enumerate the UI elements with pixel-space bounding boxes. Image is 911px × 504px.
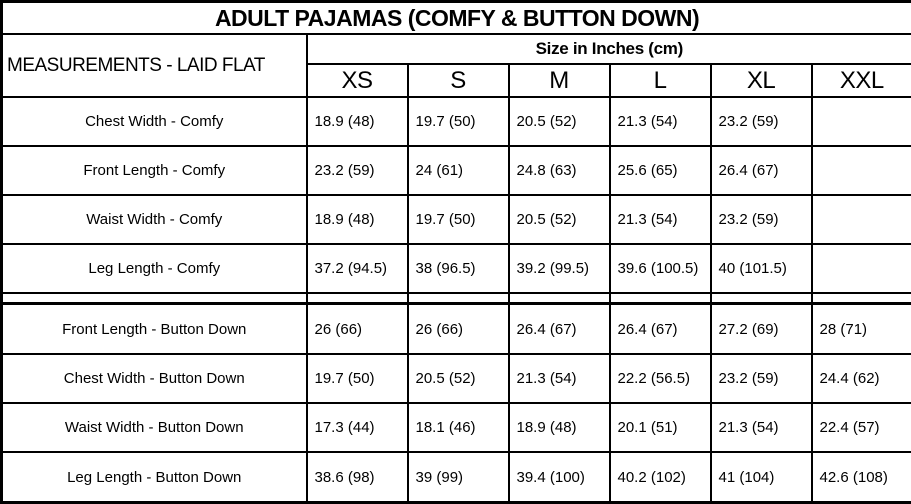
size-col-s: S — [406, 63, 510, 98]
row-label-waist-width-button-down: Waist Width - Button Down — [0, 402, 308, 454]
cell-value: 24.8 (63) — [507, 145, 611, 197]
table-row: Chest Width - Comfy 18.9 (48) 19.7 (50) … — [0, 95, 911, 148]
cell-value: 21.3 (54) — [608, 194, 712, 246]
cell-value: 26.4 (67) — [608, 302, 712, 356]
cell-value: 18.9 (48) — [305, 194, 409, 246]
cell-value: 26 (66) — [406, 302, 510, 356]
cell-value: 39.2 (99.5) — [507, 243, 611, 295]
cell-value: 26.4 (67) — [507, 302, 611, 356]
cell-value: 38 (96.5) — [406, 243, 510, 295]
cell-value: 18.9 (48) — [305, 95, 409, 148]
cell-value: 21.3 (54) — [507, 353, 611, 405]
cell-value: 21.3 (54) — [709, 402, 813, 454]
cell-value — [406, 292, 510, 305]
row-label-waist-width-comfy: Waist Width - Comfy — [0, 194, 308, 246]
table-row: Waist Width - Comfy 18.9 (48) 19.7 (50) … — [0, 194, 911, 246]
cell-value: 38.6 (98) — [305, 451, 409, 504]
cell-value: 23.2 (59) — [709, 95, 813, 148]
cell-value: 23.2 (59) — [709, 353, 813, 405]
cell-value: 26.4 (67) — [709, 145, 813, 197]
row-label-front-length-comfy: Front Length - Comfy — [0, 145, 308, 197]
cell-value — [305, 292, 409, 305]
cell-value: 23.2 (59) — [305, 145, 409, 197]
cell-value: 21.3 (54) — [608, 95, 712, 148]
cell-value: 17.3 (44) — [305, 402, 409, 454]
size-col-l: L — [608, 63, 712, 98]
cell-value — [608, 292, 712, 305]
row-label-leg-length-comfy: Leg Length - Comfy — [0, 243, 308, 295]
table-row: Front Length - Button Down 26 (66) 26 (6… — [0, 302, 911, 356]
cell-value — [709, 292, 813, 305]
cell-value: 26 (66) — [305, 302, 409, 356]
table-row: Leg Length - Button Down 38.6 (98) 39 (9… — [0, 451, 911, 504]
cell-value: 20.5 (52) — [406, 353, 510, 405]
cell-value: 18.1 (46) — [406, 402, 510, 454]
row-label-front-length-button-down: Front Length - Button Down — [0, 302, 308, 356]
cell-value: 23.2 (59) — [709, 194, 813, 246]
cell-value: 28 (71) — [810, 302, 911, 356]
size-col-xs: XS — [305, 63, 409, 98]
cell-value: 20.1 (51) — [608, 402, 712, 454]
measurements-header: MEASUREMENTS - LAID FLAT — [0, 33, 308, 98]
cell-value — [810, 194, 911, 246]
cell-value — [810, 292, 911, 305]
table-row: Front Length - Comfy 23.2 (59) 24 (61) 2… — [0, 145, 911, 197]
cell-value: 19.7 (50) — [406, 194, 510, 246]
table-row: Waist Width - Button Down 17.3 (44) 18.1… — [0, 402, 911, 454]
size-units-header: Size in Inches (cm) — [305, 33, 911, 65]
cell-value: 39 (99) — [406, 451, 510, 504]
cell-value — [810, 243, 911, 295]
cell-value: 40 (101.5) — [709, 243, 813, 295]
cell-value: 37.2 (94.5) — [305, 243, 409, 295]
cell-value: 39.6 (100.5) — [608, 243, 712, 295]
cell-value: 24.4 (62) — [810, 353, 911, 405]
cell-value: 42.6 (108) — [810, 451, 911, 504]
row-label-chest-width-button-down: Chest Width - Button Down — [0, 353, 308, 405]
size-col-xxl: XXL — [810, 63, 911, 98]
cell-value: 25.6 (65) — [608, 145, 712, 197]
cell-value: 27.2 (69) — [709, 302, 813, 356]
cell-value: 22.4 (57) — [810, 402, 911, 454]
cell-value — [507, 292, 611, 305]
cell-value: 39.4 (100) — [507, 451, 611, 504]
cell-value: 22.2 (56.5) — [608, 353, 712, 405]
cell-value: 40.2 (102) — [608, 451, 712, 504]
row-label-leg-length-button-down: Leg Length - Button Down — [0, 451, 308, 504]
row-label-empty — [0, 292, 308, 305]
size-col-xl: XL — [709, 63, 813, 98]
cell-value: 24 (61) — [406, 145, 510, 197]
cell-value: 18.9 (48) — [507, 402, 611, 454]
cell-value: 19.7 (50) — [406, 95, 510, 148]
page-title: ADULT PAJAMAS (COMFY & BUTTON DOWN) — [0, 0, 911, 35]
cell-value — [810, 145, 911, 197]
cell-value — [810, 95, 911, 148]
cell-value: 41 (104) — [709, 451, 813, 504]
cell-value: 19.7 (50) — [305, 353, 409, 405]
cell-value: 20.5 (52) — [507, 95, 611, 148]
row-label-chest-width-comfy: Chest Width - Comfy — [0, 95, 308, 148]
cell-value: 20.5 (52) — [507, 194, 611, 246]
table-row: Chest Width - Button Down 19.7 (50) 20.5… — [0, 353, 911, 405]
table-row: Leg Length - Comfy 37.2 (94.5) 38 (96.5)… — [0, 243, 911, 295]
spacer-row — [0, 292, 911, 305]
size-col-m: M — [507, 63, 611, 98]
size-letters-row: XS S M L XL XXL — [2, 63, 911, 98]
size-units-row: MEASUREMENTS - LAID FLAT Size in Inches … — [0, 33, 911, 98]
title-row: ADULT PAJAMAS (COMFY & BUTTON DOWN) — [0, 0, 911, 35]
